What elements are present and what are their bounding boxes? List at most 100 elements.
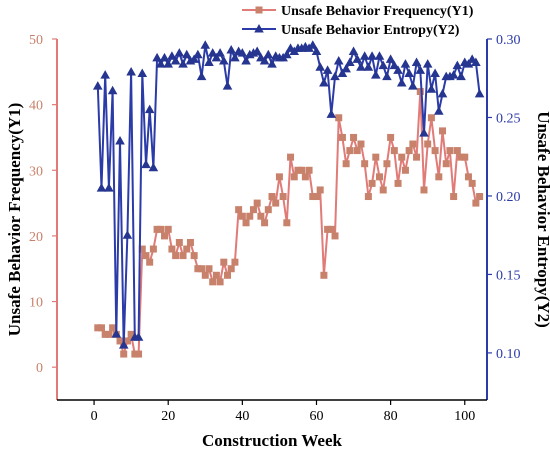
frequency-point	[97, 324, 105, 332]
frequency-point	[264, 206, 272, 214]
frequency-point	[198, 265, 206, 273]
frequency-point	[149, 245, 157, 253]
frequency-point	[209, 278, 217, 286]
entropy-point	[385, 54, 396, 63]
frequency-point	[186, 238, 194, 246]
left-y-tick-label: 50	[29, 33, 43, 48]
entropy-point	[204, 57, 214, 67]
left-y-tick-label: 0	[36, 361, 43, 376]
frequency-point	[153, 225, 161, 233]
frequency-point	[212, 271, 220, 279]
frequency-point	[290, 173, 298, 181]
entropy-point	[352, 54, 363, 63]
frequency-point	[238, 212, 246, 220]
frequency-point	[305, 166, 313, 174]
entropy-point	[226, 44, 237, 54]
entropy-point	[430, 68, 440, 78]
ticks-layer: 0 20 40 60 80 100 0 10 20 30 40 50 0.10 0.15 0.20 0.25 0…	[29, 33, 521, 424]
frequency-point	[468, 179, 476, 187]
entropy-point	[359, 51, 370, 60]
entropy-point	[307, 40, 318, 49]
right-y-tick-label: 0.20	[496, 190, 521, 205]
entropy-point	[126, 66, 136, 76]
frequency-point	[312, 193, 320, 201]
frequency-point	[420, 186, 428, 194]
x-tick-label: 80	[384, 409, 398, 424]
frequency-point	[476, 193, 484, 201]
frequency-point	[109, 324, 117, 332]
frequency-point	[361, 160, 369, 168]
entropy-point	[267, 59, 277, 68]
right-y-tick-label: 0.15	[496, 268, 521, 283]
entropy-point	[463, 59, 474, 68]
frequency-point	[368, 179, 376, 187]
entropy-point	[396, 77, 407, 87]
legend-item-entropy: Unsafe Behavior Entropy(Y2)	[242, 23, 460, 38]
frequency-point	[372, 153, 380, 161]
frequency-point	[179, 252, 187, 260]
entropy-point	[363, 62, 374, 71]
entropy-point	[141, 159, 151, 169]
entropy-point	[452, 60, 463, 70]
frequency-point	[272, 199, 280, 207]
entropy-point	[367, 51, 377, 60]
entropy-point	[437, 88, 448, 98]
frequency-point	[409, 140, 417, 148]
frequency-point	[379, 186, 387, 194]
entropy-point	[115, 136, 125, 145]
frequency-point	[172, 252, 180, 260]
entropy-point	[163, 59, 174, 68]
frequency-point	[431, 147, 439, 155]
left-y-axis-title: Unsafe Behavior Frequency(Y1)	[5, 103, 24, 337]
frequency-point	[298, 166, 306, 174]
frequency-point	[242, 219, 250, 227]
legend-triangle-marker	[254, 24, 264, 33]
entropy-point	[211, 52, 222, 62]
frequency-point	[205, 265, 213, 273]
right-y-tick-label: 0.30	[496, 33, 521, 48]
entropy-point	[111, 329, 122, 338]
entropy-point	[393, 65, 403, 74]
entropy-point	[341, 63, 351, 73]
frequency-point	[464, 173, 472, 181]
frequency-point	[320, 271, 328, 279]
frequency-point	[235, 206, 243, 214]
frequency-point	[268, 193, 276, 201]
frequency-point	[376, 173, 383, 181]
frequency-point	[101, 330, 109, 338]
axes-layer	[56, 39, 488, 401]
frequency-point	[257, 212, 265, 220]
frequency-point	[453, 147, 461, 155]
frequency-point	[175, 238, 183, 246]
x-tick-label: 0	[91, 409, 98, 424]
frequency-point	[120, 350, 128, 358]
entropy-point	[193, 49, 203, 59]
entropy-point	[415, 65, 426, 74]
frequency-point	[450, 193, 458, 201]
x-axis-title: Construction Week	[202, 431, 342, 450]
entropy-point	[456, 71, 466, 81]
frequency-point	[220, 258, 228, 266]
frequency-point	[346, 147, 354, 155]
frequency-point	[390, 147, 398, 155]
entropy-point	[152, 52, 162, 62]
frequency-point	[224, 271, 232, 279]
frequency-point	[309, 193, 317, 201]
entropy-point	[159, 52, 170, 62]
entropy-point	[404, 68, 414, 78]
frequency-point	[335, 114, 343, 122]
frequency-point	[342, 160, 350, 168]
right-y-tick-label: 0.25	[496, 111, 521, 126]
frequency-point	[131, 350, 139, 358]
frequency-point	[387, 133, 395, 141]
left-y-tick-label: 30	[29, 164, 43, 179]
x-tick-label: 20	[161, 409, 175, 424]
frequency-point	[331, 232, 339, 240]
frequency-point	[405, 147, 413, 155]
frequency-point	[261, 219, 269, 227]
entropy-point	[348, 46, 359, 56]
frequency-point	[246, 212, 254, 220]
entropy-point	[133, 332, 144, 341]
entropy-point	[137, 68, 148, 78]
frequency-point	[279, 193, 287, 201]
